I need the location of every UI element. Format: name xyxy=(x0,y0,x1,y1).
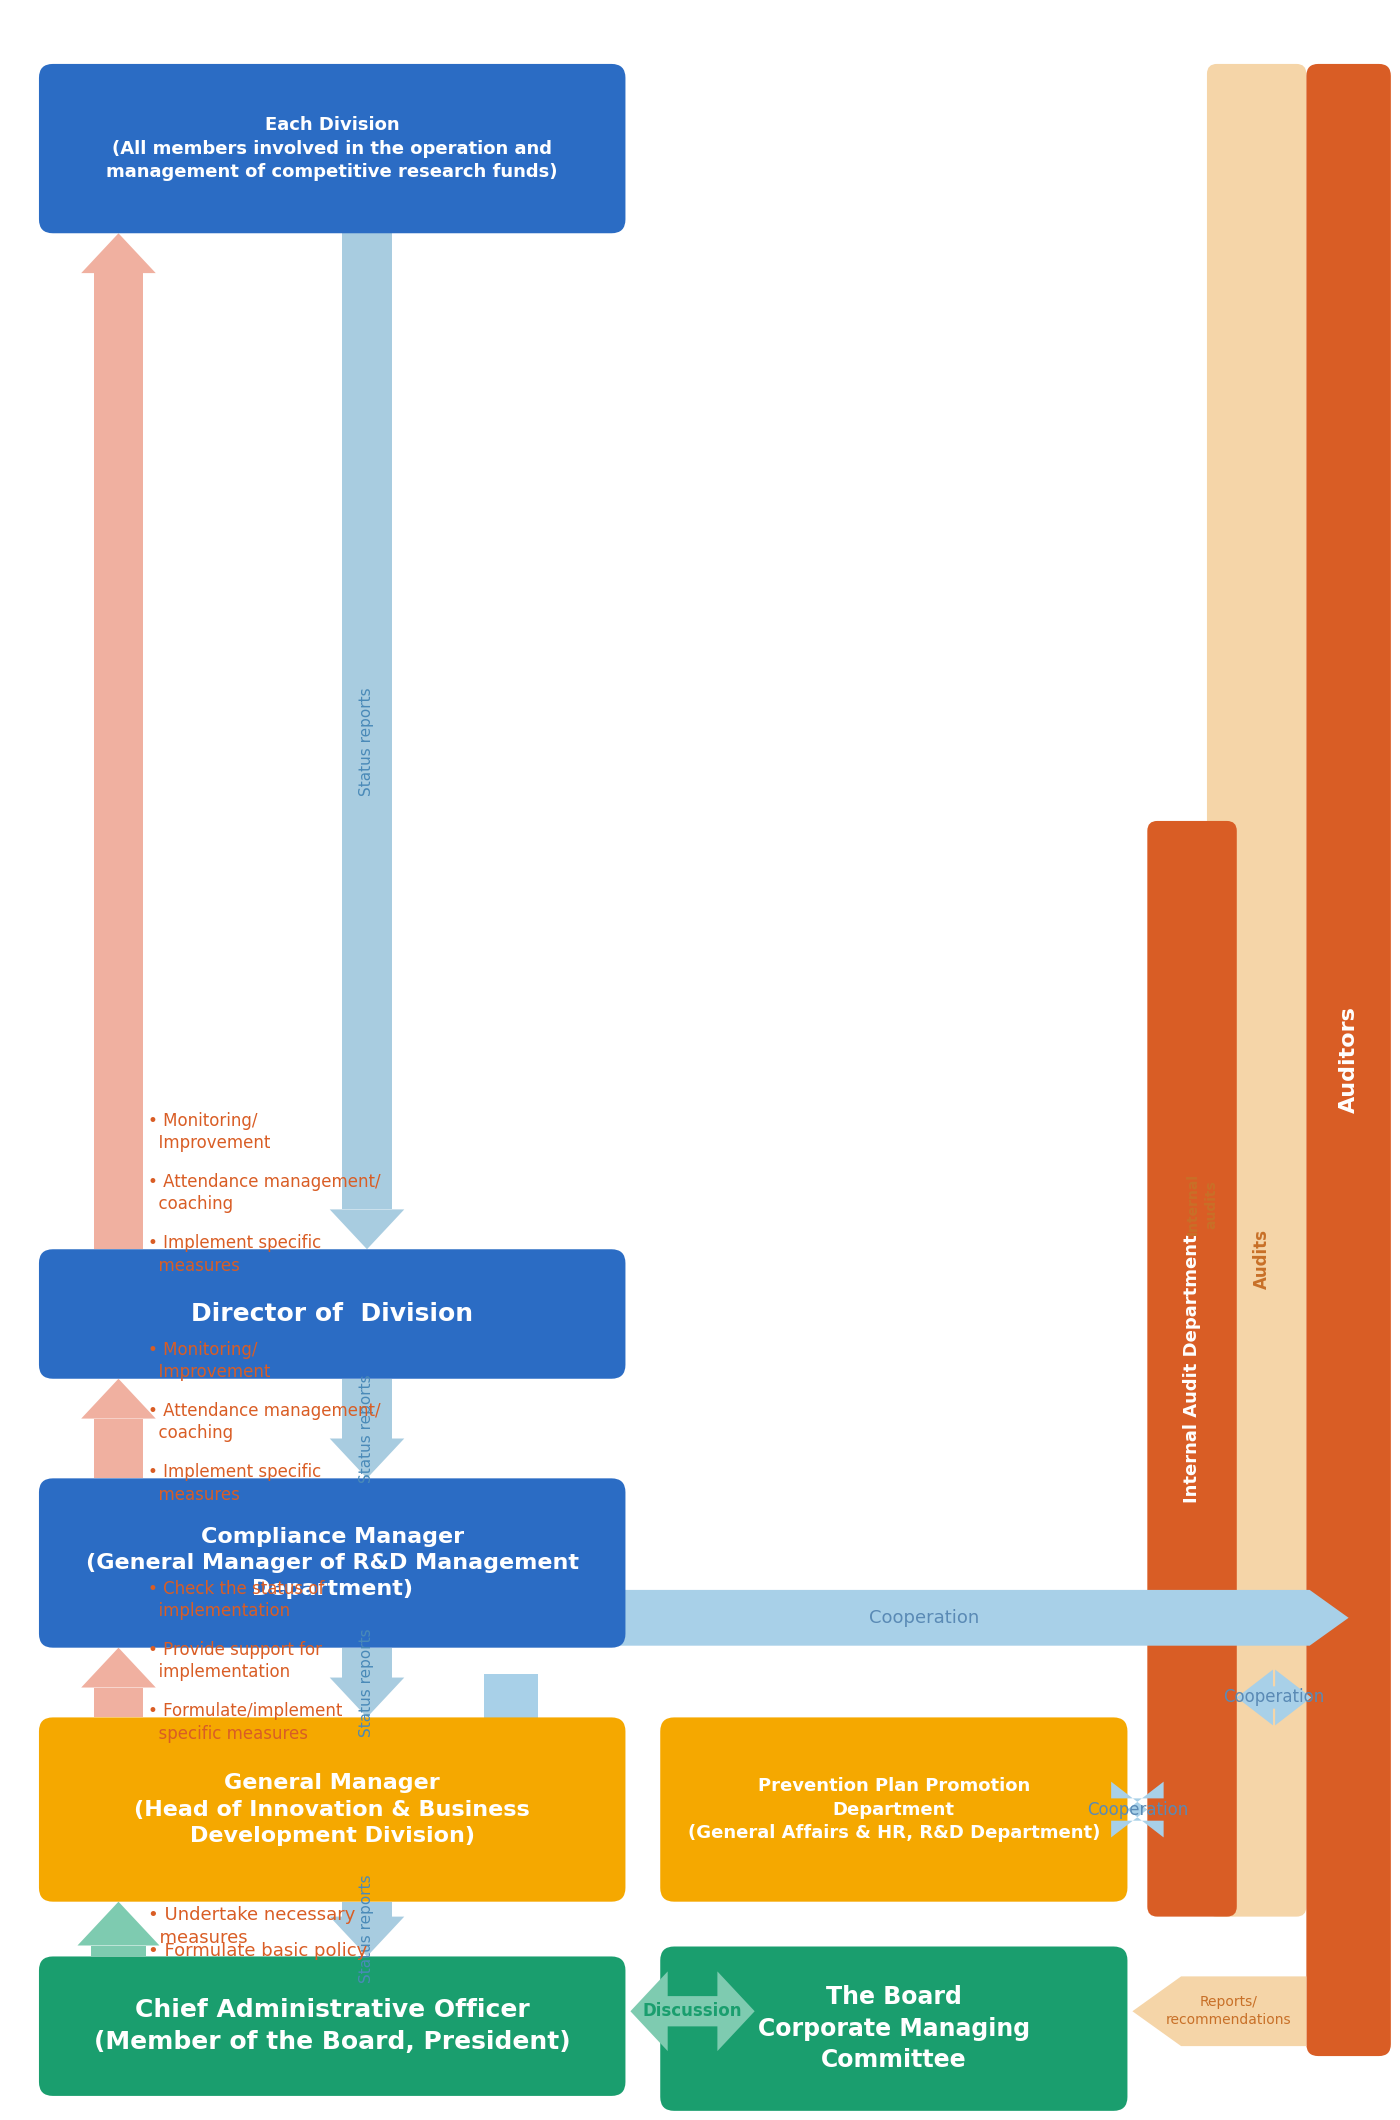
Bar xyxy=(484,1673,539,1730)
Bar xyxy=(91,1946,146,1957)
Text: Auditors: Auditors xyxy=(1338,1007,1358,1113)
Text: Each Division
(All members involved in the operation and
management of competiti: Each Division (All members involved in t… xyxy=(106,117,559,180)
Text: • Formulate basic policy: • Formulate basic policy xyxy=(148,1942,368,1959)
Polygon shape xyxy=(77,1902,160,1946)
Text: The Board
Corporate Managing
Committee: The Board Corporate Managing Committee xyxy=(757,1984,1030,2071)
Text: Internal Audit Department: Internal Audit Department xyxy=(1183,1234,1201,1503)
Bar xyxy=(342,1902,392,1916)
Text: Reports/
recommendations: Reports/ recommendations xyxy=(1165,1995,1291,2027)
Bar xyxy=(342,1647,392,1677)
Polygon shape xyxy=(470,1730,552,1772)
Polygon shape xyxy=(81,233,155,273)
Bar xyxy=(94,1688,143,1717)
Text: Compliance Manager
(General Manager of R&D Management
Department): Compliance Manager (General Manager of R… xyxy=(85,1526,578,1598)
Bar xyxy=(342,233,392,1208)
Polygon shape xyxy=(81,1378,155,1418)
FancyBboxPatch shape xyxy=(39,1957,626,2097)
Text: Cooperation: Cooperation xyxy=(868,1609,979,1626)
FancyBboxPatch shape xyxy=(39,1717,626,1902)
FancyBboxPatch shape xyxy=(39,1249,626,1378)
Text: Status reports: Status reports xyxy=(360,1374,374,1482)
Polygon shape xyxy=(330,1439,405,1478)
Polygon shape xyxy=(1133,1976,1306,2046)
Text: Chief Administrative Officer
(Member of the Board, President): Chief Administrative Officer (Member of … xyxy=(94,1999,571,2054)
Text: • Monitoring/
  Improvement: • Monitoring/ Improvement xyxy=(148,1111,270,1151)
Text: Status reports: Status reports xyxy=(360,1628,374,1736)
Text: Discussion: Discussion xyxy=(643,2001,742,2020)
Text: Internal
audits: Internal audits xyxy=(1186,1174,1218,1236)
Text: Prevention Plan Promotion
Department
(General Affairs & HR, R&D Department): Prevention Plan Promotion Department (Ge… xyxy=(687,1777,1100,1842)
FancyBboxPatch shape xyxy=(1148,820,1236,1916)
Text: Director of  Division: Director of Division xyxy=(192,1302,473,1325)
Text: • Implement specific
  measures: • Implement specific measures xyxy=(148,1234,322,1274)
Text: Cooperation: Cooperation xyxy=(1086,1800,1189,1819)
Bar xyxy=(94,1418,143,1478)
Text: Status reports: Status reports xyxy=(360,687,374,795)
Text: General Manager
(Head of Innovation & Business
Development Division): General Manager (Head of Innovation & Bu… xyxy=(134,1772,531,1847)
Bar xyxy=(342,1378,392,1439)
FancyBboxPatch shape xyxy=(661,1946,1127,2112)
Text: • Undertake necessary
  measures: • Undertake necessary measures xyxy=(148,1906,356,1946)
FancyBboxPatch shape xyxy=(39,64,626,233)
Text: • Monitoring/
  Improvement: • Monitoring/ Improvement xyxy=(148,1340,270,1380)
Text: • Attendance management/
  coaching: • Attendance management/ coaching xyxy=(148,1401,381,1442)
Polygon shape xyxy=(1236,1671,1312,1726)
Text: • Attendance management/
  coaching: • Attendance management/ coaching xyxy=(148,1172,381,1213)
FancyBboxPatch shape xyxy=(1306,64,1390,2056)
Text: Cooperation: Cooperation xyxy=(1224,1688,1324,1707)
Text: • Check the status of
  implementation: • Check the status of implementation xyxy=(148,1579,325,1620)
Polygon shape xyxy=(330,1208,405,1249)
FancyBboxPatch shape xyxy=(1207,64,1306,1916)
FancyBboxPatch shape xyxy=(39,1478,626,1647)
Polygon shape xyxy=(630,1972,755,2050)
Polygon shape xyxy=(81,1647,155,1688)
Polygon shape xyxy=(330,1916,405,1957)
FancyBboxPatch shape xyxy=(661,1717,1127,1902)
Text: • Formulate/implement
  specific measures: • Formulate/implement specific measures xyxy=(148,1702,343,1743)
Polygon shape xyxy=(330,1677,405,1717)
Text: Audits: Audits xyxy=(1253,1230,1271,1289)
Text: • Provide support for
  implementation: • Provide support for implementation xyxy=(148,1641,322,1681)
Polygon shape xyxy=(1112,1781,1163,1838)
Polygon shape xyxy=(482,1590,1348,1645)
Bar xyxy=(94,273,143,1249)
Text: • Implement specific
  measures: • Implement specific measures xyxy=(148,1463,322,1503)
Text: Status reports: Status reports xyxy=(360,1874,374,1984)
